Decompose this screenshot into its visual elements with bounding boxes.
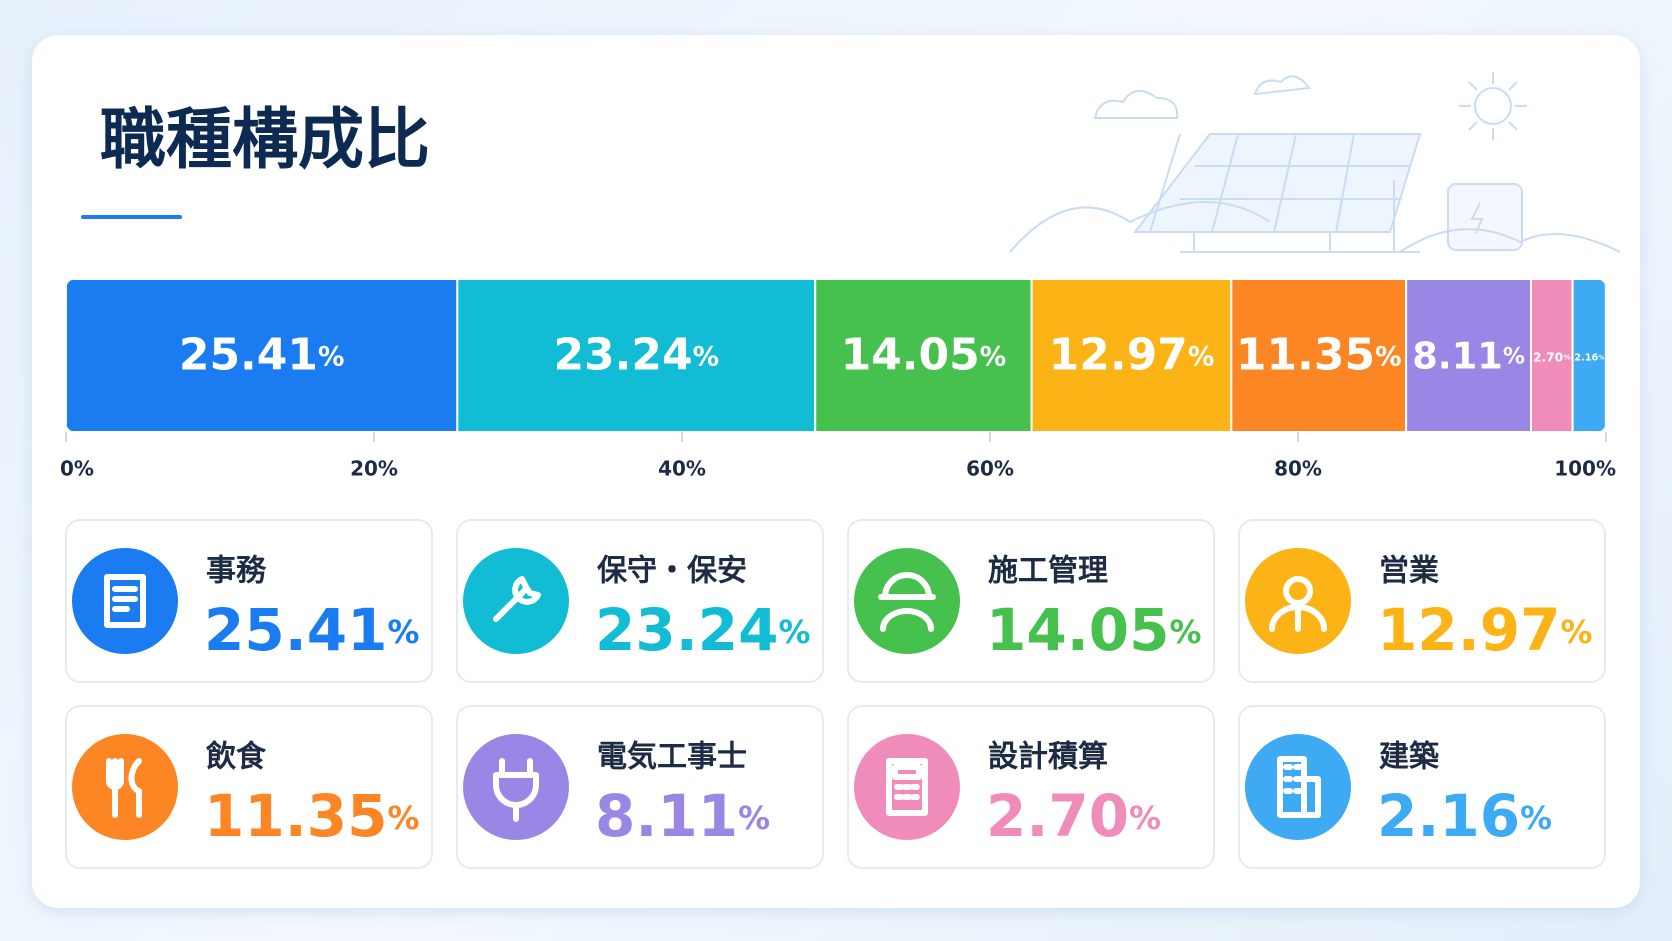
bar-label: 2.16% xyxy=(1574,353,1604,364)
card-icon-bg xyxy=(1245,734,1351,840)
bar-label: 25.41% xyxy=(179,330,345,381)
x-tick-label: 100% xyxy=(1554,457,1616,481)
card-icon xyxy=(886,758,928,816)
card-icon xyxy=(493,758,539,822)
card-icon xyxy=(1269,576,1327,632)
bar-label: 12.97% xyxy=(1049,330,1215,381)
bar-label: 8.11% xyxy=(1412,334,1525,377)
bar-segment xyxy=(1571,279,1606,432)
x-tick-label: 80% xyxy=(1274,457,1322,481)
card-name: 設計積算 xyxy=(988,740,1108,775)
card-value: 2.16% xyxy=(1377,782,1552,850)
bar-segment xyxy=(1405,279,1533,432)
bar-group xyxy=(66,279,1606,432)
bar-label: 14.05% xyxy=(841,330,1007,381)
card-name: 保守・保安 xyxy=(597,554,747,589)
card-icon-bg xyxy=(463,734,569,840)
card-name: 事務 xyxy=(206,554,267,589)
card-value: 25.41% xyxy=(204,596,419,664)
card-value: 11.35% xyxy=(204,782,419,850)
card-name: 営業 xyxy=(1379,554,1439,589)
card-name: 建築 xyxy=(1379,740,1440,775)
title-underline xyxy=(81,215,182,219)
card-name: 飲食 xyxy=(206,740,267,775)
x-tick-label: 60% xyxy=(966,457,1014,481)
card-value: 2.70% xyxy=(986,782,1161,850)
card-icon xyxy=(493,576,541,622)
card-icon xyxy=(1277,756,1321,818)
chart-title: 職種構成比 xyxy=(100,101,430,178)
bar-label: 23.24% xyxy=(553,330,719,381)
bar-segment xyxy=(1230,279,1408,432)
card-value: 8.11% xyxy=(595,782,770,850)
bar-label: 11.35% xyxy=(1236,330,1402,381)
card-name: 電気工事士 xyxy=(597,740,747,775)
decoration xyxy=(1009,72,1621,253)
card-value: 12.97% xyxy=(1377,596,1592,664)
card-icon xyxy=(878,572,936,632)
card-icon-bg xyxy=(854,548,960,654)
card-icon xyxy=(104,574,146,628)
bar-segment xyxy=(1030,279,1233,432)
x-tick-label: 0% xyxy=(60,457,94,481)
x-tick-label: 40% xyxy=(658,457,706,481)
card-icon xyxy=(106,758,142,818)
card-value: 14.05% xyxy=(986,596,1201,664)
card-icon-bg xyxy=(72,734,178,840)
card-value: 23.24% xyxy=(595,596,810,664)
bar-segment xyxy=(456,279,817,432)
x-tick-label: 20% xyxy=(350,457,398,481)
panel xyxy=(32,35,1640,908)
bar-label: 2.70% xyxy=(1533,350,1571,364)
card-name: 施工管理 xyxy=(988,554,1108,589)
